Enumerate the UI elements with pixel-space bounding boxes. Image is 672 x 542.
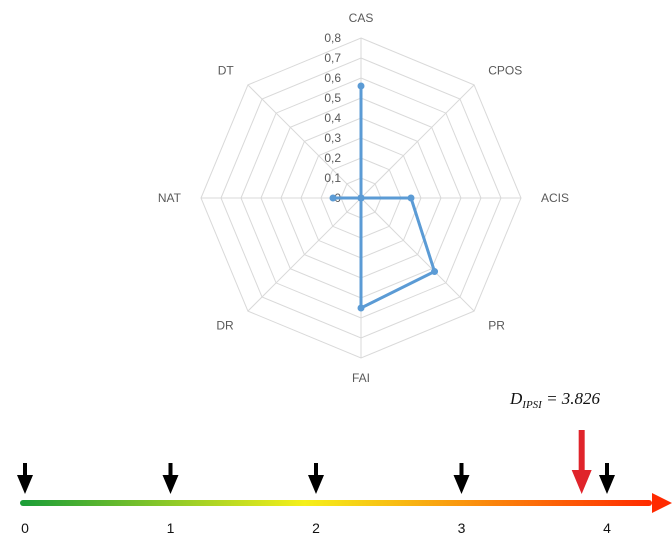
radar-data-point (329, 194, 337, 202)
radar-tick-label: 0,6 (324, 71, 341, 85)
scale-tick-arrow (162, 463, 179, 494)
radar-spoke (360, 197, 475, 312)
radar-axis-label: PR (488, 318, 505, 332)
radar-data-point (357, 194, 365, 202)
radar-tick-label: 0,2 (324, 151, 341, 165)
scale-tick-label: 3 (458, 520, 466, 536)
scale-end-arrowhead (652, 493, 672, 513)
dipsi-label-main: D (509, 389, 523, 408)
radar-data-point (431, 268, 439, 276)
radar-chart: 00,10,20,30,40,50,60,70,8 CASCPOSACISPRF… (158, 11, 569, 385)
scale-tick-arrow (599, 463, 615, 494)
radar-axis-label: ACIS (541, 191, 569, 205)
scale-tick-labels: 0 1 2 3 4 (21, 520, 611, 536)
radar-spoke (360, 84, 475, 199)
radar-series (329, 82, 439, 312)
scale-tick-label: 0 (21, 520, 29, 536)
dipsi-label-value: = 3.826 (542, 389, 601, 408)
dipsi-label-sub: IPSI (521, 399, 543, 411)
radar-axis-label: FAI (352, 371, 370, 385)
radar-axis-label: CPOS (488, 64, 522, 78)
ipsi-scale: 0 1 2 3 4 DIPSI = 3.826 (17, 389, 672, 536)
scale-tick-arrows (17, 463, 615, 494)
radar-axis-label: CAS (349, 11, 374, 25)
radar-tick-labels: 00,10,20,30,40,50,60,70,8 (324, 31, 341, 205)
radar-tick-label: 0,1 (324, 171, 341, 185)
radar-tick-label: 0,7 (324, 51, 341, 65)
scale-tick-arrow (308, 463, 324, 494)
dipsi-marker-arrow (571, 430, 592, 494)
scale-gradient-bar (20, 500, 652, 506)
radar-spoke (247, 84, 362, 199)
radar-tick-label: 0,5 (324, 91, 341, 105)
scale-tick-label: 4 (603, 520, 611, 536)
radar-tick-label: 0,4 (324, 111, 341, 125)
scale-tick-label: 1 (167, 520, 175, 536)
radar-axis-label: NAT (158, 191, 182, 205)
radar-tick-label: 0,3 (324, 131, 341, 145)
scale-tick-label: 2 (312, 520, 320, 536)
scale-tick-arrow (17, 463, 33, 494)
dipsi-marker-arrow-shape (571, 430, 592, 494)
radar-series-line (331, 84, 436, 310)
dipsi-label: DIPSI = 3.826 (509, 389, 601, 411)
radar-tick-label: 0,8 (324, 31, 341, 45)
radar-data-point (357, 82, 365, 90)
radar-data-point (357, 304, 365, 312)
radar-axis-label: DT (218, 64, 235, 78)
radar-axis-labels: CAS CPOS ACIS PR FAI DR NAT DT (158, 11, 569, 385)
radar-data-point (407, 194, 415, 202)
scale-tick-arrow (453, 463, 470, 494)
radar-spoke (247, 197, 362, 312)
radar-axis-label: DR (216, 318, 234, 332)
